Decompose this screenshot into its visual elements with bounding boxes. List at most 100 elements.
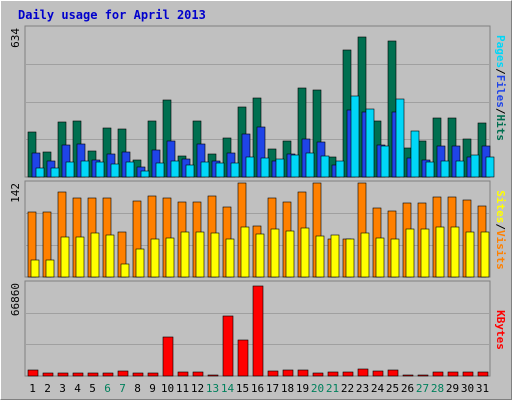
x-tick-label: 1 (29, 382, 36, 395)
x-tick-label: 21 (326, 382, 339, 395)
x-tick-label: 4 (74, 382, 81, 395)
x-tick-label: 28 (431, 382, 444, 395)
bar-pages (380, 145, 390, 178)
bar-pages (470, 154, 480, 178)
bar-pages (95, 161, 105, 178)
bar-sites (405, 228, 415, 278)
bar-kbytes (117, 370, 129, 377)
bar-kbytes (132, 372, 144, 377)
bar-pages (110, 163, 120, 178)
bar-sites (255, 233, 265, 278)
bar-pages (410, 130, 420, 178)
x-tick-label: 3 (59, 382, 66, 395)
x-tick-label: 10 (161, 382, 174, 395)
bar-pages (170, 160, 180, 178)
bar-kbytes (282, 369, 294, 377)
legend-item-pages: Pages (494, 35, 507, 68)
bar-kbytes (207, 374, 219, 377)
legend-item-visits: Visits (494, 230, 507, 270)
x-tick-label: 27 (416, 382, 429, 395)
bar-pages (230, 162, 240, 178)
legend-top: Pages/Files/Hits (494, 35, 507, 141)
bar-pages (215, 162, 225, 178)
bar-kbytes (147, 372, 159, 377)
x-tick-label: 19 (296, 382, 309, 395)
bar-kbytes (417, 374, 429, 377)
bar-kbytes (402, 374, 414, 377)
bar-sites (375, 237, 385, 278)
bar-sites (465, 231, 475, 278)
legend-item-kbytes: KBytes (494, 310, 507, 350)
bar-sites (390, 238, 400, 278)
x-tick-label: 17 (266, 382, 279, 395)
bar-kbytes (462, 371, 474, 377)
legend-separator: / (494, 108, 507, 115)
bar-kbytes (237, 339, 249, 377)
bar-sites (270, 228, 280, 278)
bar-sites (420, 228, 430, 278)
bar-sites (135, 248, 145, 278)
bar-sites (315, 235, 325, 278)
bar-kbytes (87, 372, 99, 377)
legend-item-sites: Sites (494, 190, 507, 223)
x-tick-label: 5 (89, 382, 96, 395)
bar-sites (210, 232, 220, 278)
bar-pages (320, 155, 330, 178)
bar-sites (435, 226, 445, 278)
x-tick-label: 16 (251, 382, 264, 395)
x-tick-label: 30 (461, 382, 474, 395)
bar-pages (65, 161, 75, 178)
x-tick-label: 25 (386, 382, 399, 395)
bar-pages (35, 167, 45, 178)
bar-sites (360, 232, 370, 278)
x-tick-label: 9 (149, 382, 156, 395)
bar-pages (185, 164, 195, 178)
legend-separator: / (494, 223, 507, 230)
bar-sites (120, 263, 130, 278)
x-tick-label: 14 (221, 382, 235, 395)
bar-pages (440, 160, 450, 178)
legend-separator: / (494, 68, 507, 75)
bar-pages (290, 154, 300, 178)
bar-kbytes (477, 371, 489, 377)
legend-middle: Sites/Visits (494, 190, 507, 270)
y-max-label: 142 (9, 183, 22, 203)
bar-pages (395, 98, 405, 178)
bar-kbytes (222, 315, 234, 377)
bar-pages (200, 161, 210, 178)
x-tick-label: 23 (356, 382, 369, 395)
bar-sites (240, 226, 250, 278)
bar-sites (480, 231, 490, 278)
x-tick-label: 18 (281, 382, 294, 395)
bar-kbytes (447, 371, 459, 377)
bar-kbytes (432, 371, 444, 377)
x-tick-label: 2 (44, 382, 51, 395)
bar-sites (330, 234, 340, 278)
bar-kbytes (342, 371, 354, 377)
bar-pages (80, 160, 90, 178)
bar-kbytes (357, 368, 369, 377)
bar-sites (300, 227, 310, 278)
bar-sites (285, 230, 295, 278)
bar-sites (150, 238, 160, 278)
bar-kbytes (372, 370, 384, 377)
x-tick-label: 6 (104, 382, 111, 395)
chart-title: Daily usage for April 2013 (18, 8, 206, 22)
bar-sites (30, 259, 40, 278)
bar-kbytes (312, 372, 324, 377)
legend-item-hits: Hits (494, 115, 507, 142)
bar-kbytes (177, 371, 189, 377)
bar-pages (425, 161, 435, 178)
bar-pages (305, 152, 315, 178)
x-tick-label: 31 (476, 382, 489, 395)
bar-kbytes (162, 336, 174, 377)
x-tick-label: 13 (206, 382, 219, 395)
bar-pages (350, 95, 360, 178)
x-tick-label: 7 (119, 382, 126, 395)
bar-sites (45, 259, 55, 278)
bar-kbytes (27, 369, 39, 377)
bar-pages (140, 170, 150, 178)
bar-sites (450, 226, 460, 278)
bar-sites (225, 238, 235, 278)
